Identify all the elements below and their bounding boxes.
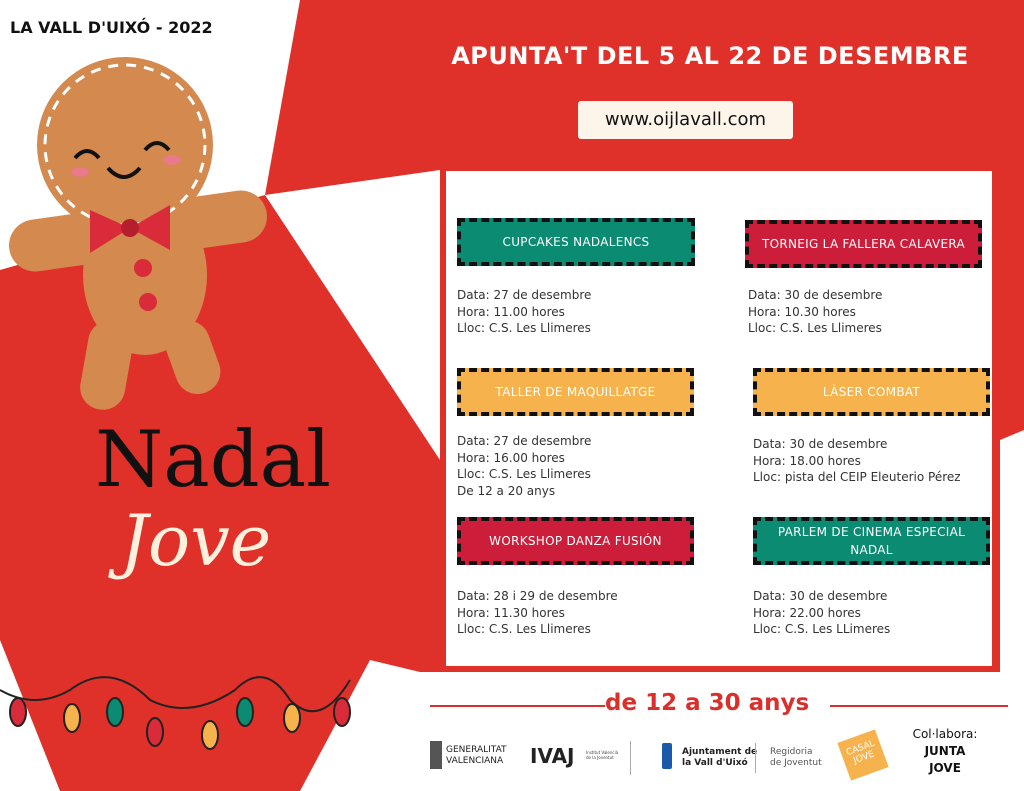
light-bulb — [333, 697, 351, 727]
event-details: Data: 28 i 29 de desembre Hora: 11.30 hor… — [457, 588, 618, 638]
event-detail-line: Data: 27 de desembre — [457, 288, 592, 302]
event-detail-line: Hora: 18.00 hores — [753, 453, 861, 468]
event-detail-line: De 12 a 20 anys — [457, 483, 556, 498]
event-detail-line: Lloc: C.S. Les Llimeres — [457, 467, 591, 481]
divider — [755, 743, 756, 773]
title-jove: Jove — [120, 500, 272, 582]
event-detail-line: Hora: 22.00 hores — [753, 605, 861, 620]
event-detail-line: Hora: 11.00 hores — [457, 304, 565, 319]
website-link[interactable]: www.oijlavall.com — [578, 101, 793, 139]
event-title: TORNEIG LA FALLERA CALAVERA — [745, 220, 982, 268]
event-detail-line: Lloc: C.S. Les Llimeres — [748, 321, 882, 335]
registration-headline: APUNTA'T DEL 5 AL 22 DE DESEMBRE — [451, 42, 969, 70]
light-bulb — [63, 703, 81, 733]
event-detail-line: Data: 27 de desembre — [457, 434, 592, 448]
event-details: Data: 30 de desembre Hora: 18.00 hores Llo… — [753, 436, 961, 486]
event-detail-line: Hora: 10.30 hores — [748, 304, 856, 319]
ajuntament-logo: Ajuntament de la Vall d'Uixó — [682, 747, 758, 768]
light-bulb — [106, 697, 124, 727]
arrow-left — [830, 705, 1008, 707]
divider — [630, 741, 631, 775]
light-bulb — [283, 703, 301, 733]
event-details: Data: 27 de desembre Hora: 11.00 hores Llo… — [457, 287, 591, 337]
generalitat-shield-icon — [430, 741, 442, 769]
light-bulb — [9, 697, 27, 727]
event-title: TALLER DE MAQUILLATGE — [457, 368, 694, 416]
age-range: de 12 a 30 anys — [605, 690, 810, 716]
regidoria-logo: Regidoria de Joventut — [770, 747, 822, 768]
christmas-lights-illustration — [0, 676, 351, 750]
event-detail-line: Lloc: pista del CEIP Eleuterio Pérez — [753, 470, 961, 484]
event-title: CUPCAKES NADALENCS — [457, 218, 695, 266]
event-detail-line: Lloc: C.S. Les LLimeres — [753, 622, 891, 636]
event-detail-line: Data: 30 de desembre — [753, 437, 888, 451]
place-year-label: LA VALL D'UIXÓ - 2022 — [10, 18, 213, 37]
arrow-right — [430, 705, 605, 707]
event-detail-line: Data: 30 de desembre — [753, 589, 888, 603]
ivaj-logo: IVAJ — [530, 744, 575, 768]
event-detail-line: Lloc: C.S. Les Llimeres — [457, 321, 591, 335]
event-detail-line: Hora: 16.00 hores — [457, 450, 565, 465]
light-bulb — [146, 717, 164, 747]
gingerbread-man-illustration — [9, 57, 267, 410]
event-title: PARLEM DE CINEMA ESPECIAL NADAL — [753, 517, 990, 565]
event-details: Data: 30 de desembre Hora: 10.30 hores Llo… — [748, 287, 882, 337]
collabora-credit: Col·labora: JUNTA JOVE — [912, 727, 978, 775]
event-details: Data: 27 de desembre Hora: 16.00 hores Llo… — [457, 433, 591, 499]
event-title: LÀSER COMBAT — [753, 368, 990, 416]
event-detail-line: Data: 30 de desembre — [748, 288, 883, 302]
event-detail-line: Lloc: C.S. Les Llimeres — [457, 622, 591, 636]
ajuntament-shield-icon — [662, 743, 672, 769]
event-detail-line: Hora: 11.30 hores — [457, 605, 565, 620]
event-details: Data: 30 de desembre Hora: 22.00 hores Llo… — [753, 588, 890, 638]
generalitat-logo: GENERALITAT VALENCIANA — [446, 745, 507, 766]
light-bulb — [236, 697, 254, 727]
event-title: WORKSHOP DANZA FUSIÓN — [457, 517, 694, 565]
title-nadal: Nadal — [95, 415, 332, 505]
event-detail-line: Data: 28 i 29 de desembre — [457, 589, 618, 603]
ivaj-subtitle: Institut Valencià de la Joventut — [586, 750, 619, 760]
light-bulb — [201, 720, 219, 750]
